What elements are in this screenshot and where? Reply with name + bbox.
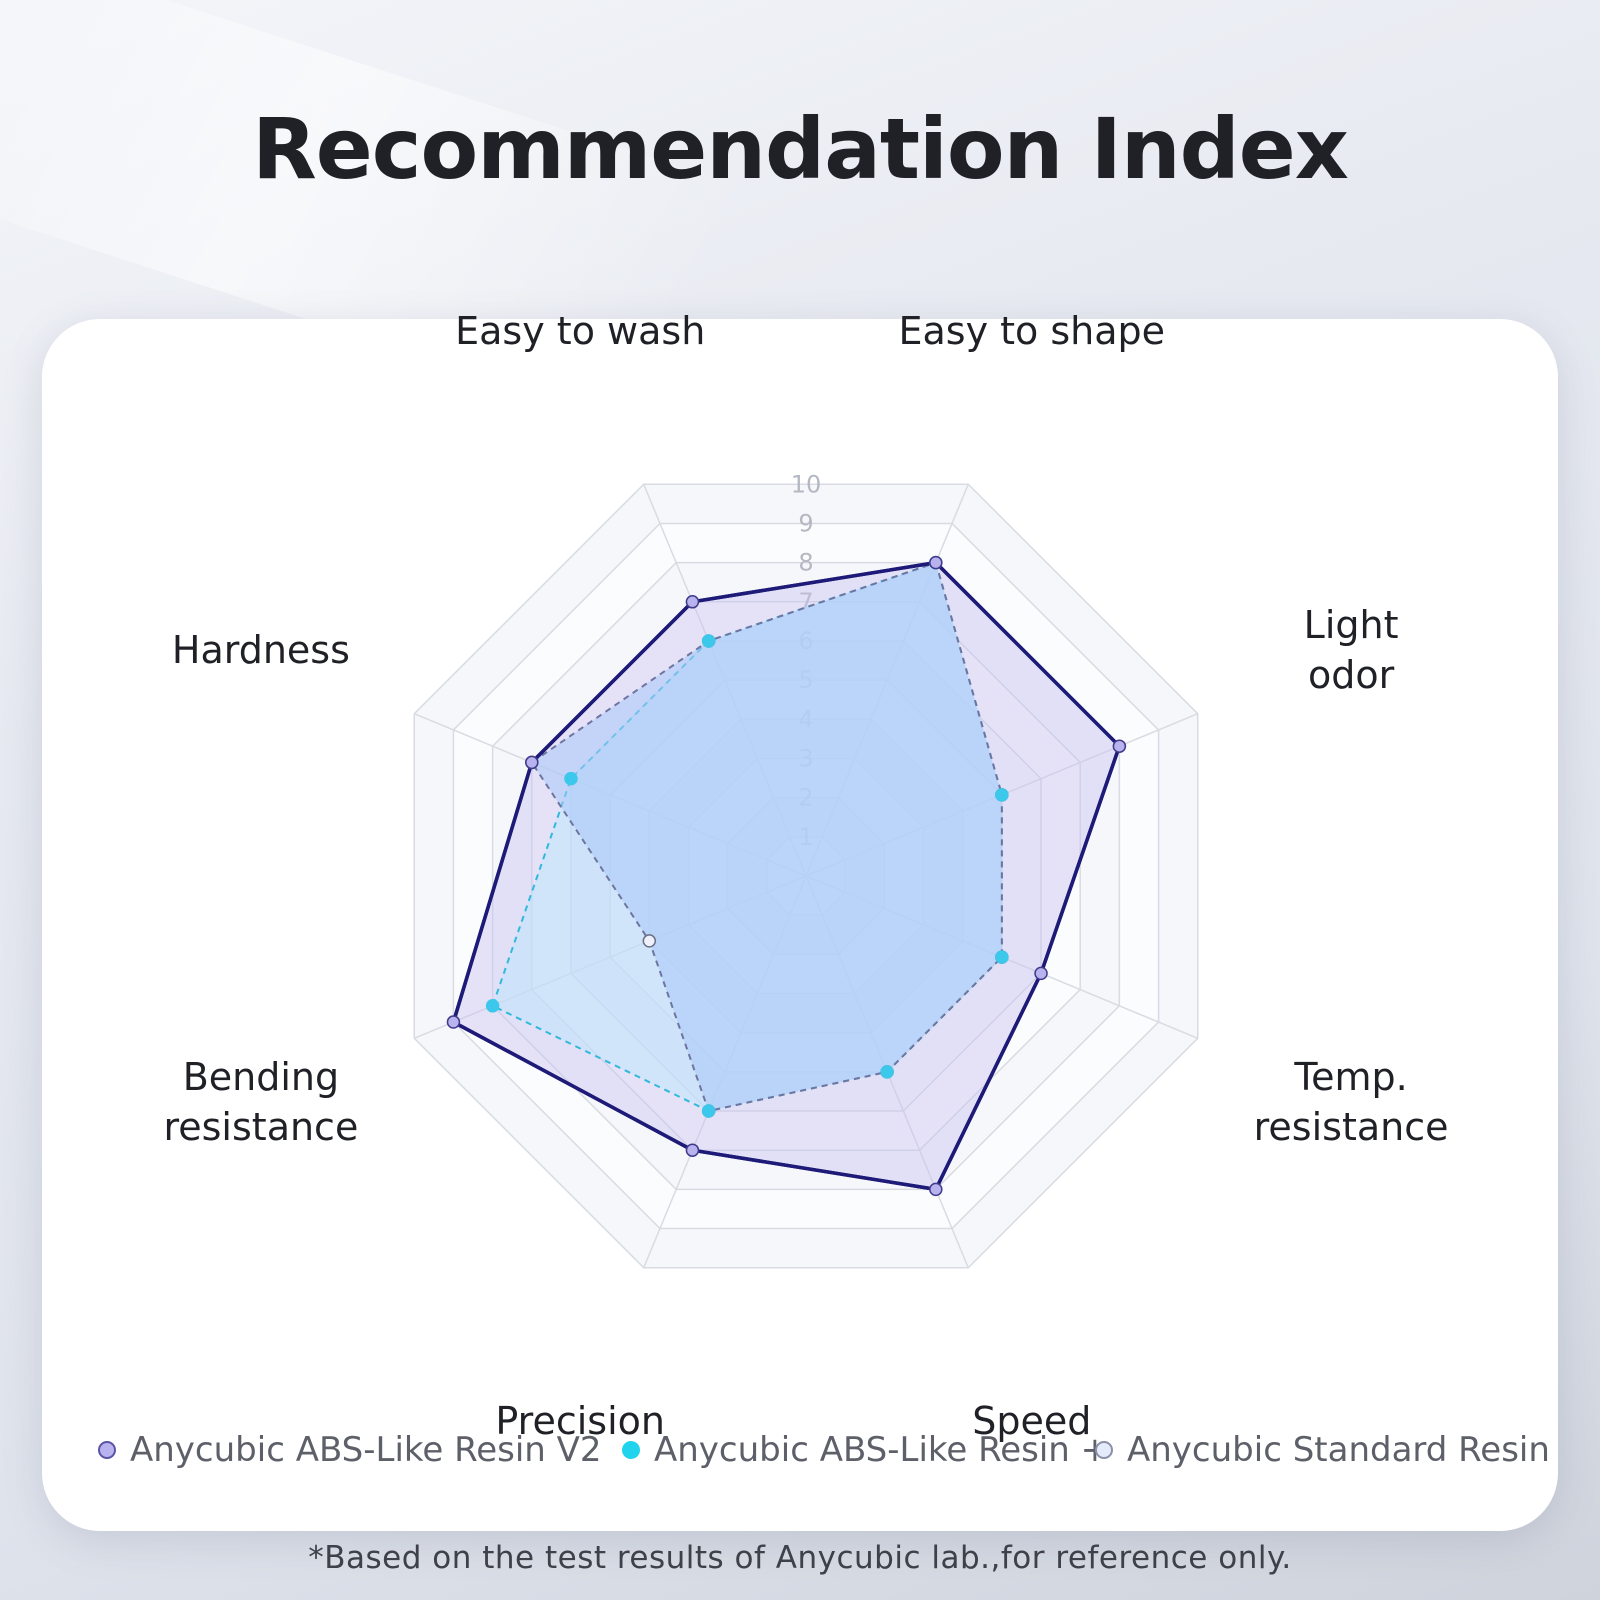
axis-label: Speed [972,1399,1091,1443]
axis-label-line: resistance [1254,1105,1449,1149]
axis-label-line: resistance [163,1105,358,1149]
axis-label: Easy to shape [899,309,1166,353]
series-point-plus [485,999,500,1013]
axis-label-line: Temp. [1293,1055,1407,1099]
axis-label: Easy to wash [455,309,705,353]
series-point-v2 [1112,739,1127,753]
series-point-v2 [1034,966,1048,981]
legend-swatch-plus [622,1441,640,1459]
radar-axis-labels: Easy to shape Light odor Temp. resistance Spe… [163,309,1448,1443]
axis-label-line: Easy to shape [899,309,1166,353]
axis-label: Precision [495,1399,665,1443]
axis-label-line: Bending [183,1055,339,1099]
series-point-v2 [685,595,700,609]
footnote: *Based on the test results of Anycubic l… [308,1540,1292,1576]
legend-label-standard: Anycubic Standard Resin [1127,1430,1550,1470]
legend-item-v2: Anycubic ABS-Like Resin V2 [98,1430,602,1470]
series-point-plus [564,771,578,786]
axis-label: Light odor [1304,603,1399,697]
series-point-plus [701,634,716,648]
axis-label-line: odor [1308,653,1395,697]
series-point-v2 [929,555,943,570]
tick-label: 10 [791,470,822,498]
page-title: Recommendation Index [252,100,1349,198]
series-point-plus [701,1104,716,1118]
legend-swatch-v2 [98,1441,116,1459]
series-point-v2 [446,1015,461,1029]
series-point-v2 [525,755,539,770]
series-point-v2 [685,1143,700,1157]
tick-label: 8 [798,549,813,577]
tick-label: 9 [798,509,813,537]
series-point-plus [995,950,1009,964]
axis-label-line: Light [1304,603,1399,647]
legend-label-plus: Anycubic ABS-Like Resin + [654,1430,1110,1470]
series-point-plus [880,1065,894,1079]
axis-label: Hardness [172,628,350,672]
axis-label-line: Precision [495,1399,665,1443]
legend-item-plus: Anycubic ABS-Like Resin + [622,1430,1109,1470]
axis-label-line: Easy to wash [455,309,705,353]
legend-item-standard: Anycubic Standard Resin [1095,1430,1550,1470]
axis-label: Temp. resistance [1254,1055,1449,1149]
chart-legend: Anycubic ABS-Like Resin V2 Anycubic ABS-… [0,1430,1600,1480]
legend-swatch-standard [1095,1441,1113,1459]
series-point-plus [995,788,1009,802]
axis-label-line: Speed [972,1399,1091,1443]
legend-label-v2: Anycubic ABS-Like Resin V2 [130,1430,602,1470]
axis-label-line: Hardness [172,628,350,672]
radar-series [446,555,1127,1197]
axis-label: Bending resistance [163,1055,358,1149]
series-point-standard [642,934,657,948]
series-point-v2 [929,1182,943,1197]
